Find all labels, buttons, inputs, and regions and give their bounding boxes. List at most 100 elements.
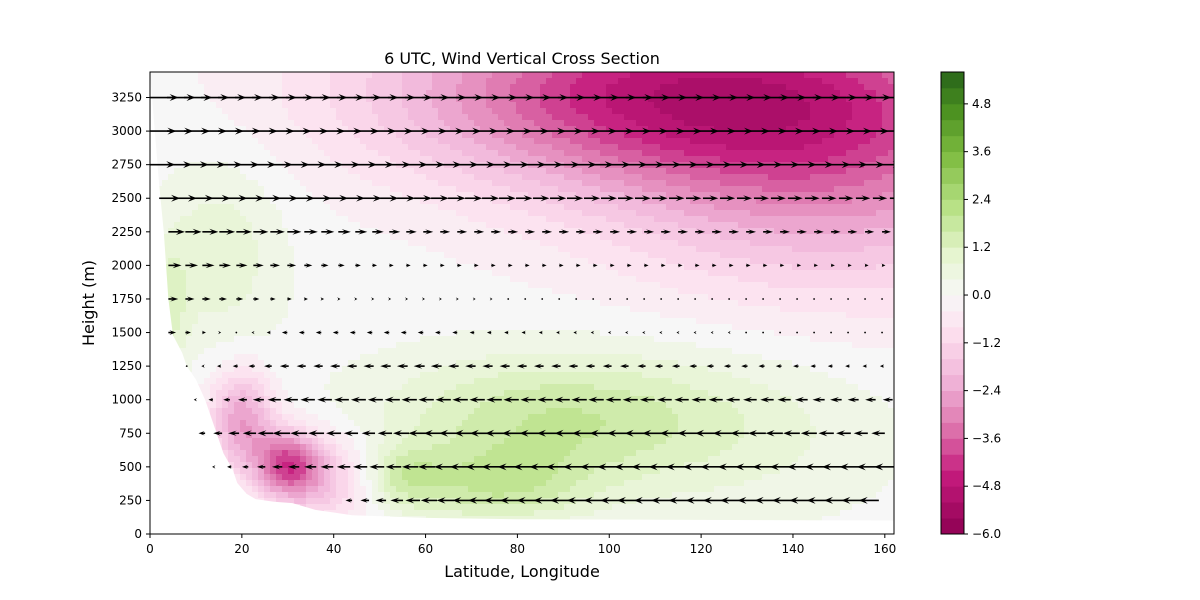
wind-arrow xyxy=(420,497,438,504)
wind-arrow xyxy=(236,296,244,302)
y-tick-label: 750 xyxy=(119,426,142,440)
wind-arrow xyxy=(777,396,791,403)
wind-arrow xyxy=(300,396,315,403)
wind-vectors xyxy=(150,94,894,504)
wind-arrow xyxy=(744,161,766,169)
wind-arrow xyxy=(783,430,800,437)
wind-arrow xyxy=(202,228,219,235)
wind-arrow xyxy=(253,228,269,235)
wind-arrow xyxy=(838,195,854,202)
wind-arrow xyxy=(678,229,689,235)
wind-arrow xyxy=(486,330,492,335)
wind-arrow xyxy=(317,396,332,403)
wind-arrow xyxy=(575,263,581,268)
colorbar-segment xyxy=(941,135,964,153)
wind-arrow xyxy=(320,297,325,301)
wind-arrow xyxy=(349,330,356,335)
wind-arrow xyxy=(279,363,289,369)
colorbar-segment xyxy=(941,295,964,312)
wind-arrow xyxy=(551,363,561,369)
wind-arrow xyxy=(436,497,455,504)
wind-arrow xyxy=(862,364,867,369)
wind-arrow xyxy=(706,363,714,369)
wind-arrow xyxy=(592,298,595,300)
wind-arrow xyxy=(745,331,748,334)
wind-arrow xyxy=(185,296,195,302)
x-tick-label: 40 xyxy=(326,542,341,556)
wind-arrow xyxy=(725,396,740,403)
wind-arrow xyxy=(677,263,683,268)
wind-arrow xyxy=(779,331,782,334)
wind-arrow xyxy=(159,194,181,202)
wind-arrow xyxy=(855,195,871,202)
wind-arrow xyxy=(237,397,247,403)
wind-arrow xyxy=(694,263,700,268)
wind-arrow xyxy=(525,229,536,235)
wind-arrow xyxy=(198,431,206,436)
wind-arrow xyxy=(584,195,601,202)
wind-arrow xyxy=(620,363,629,369)
wind-arrow xyxy=(281,330,288,335)
wind-arrow xyxy=(568,363,578,369)
wind-arrow xyxy=(457,263,462,268)
y-axis: 0 250 500 750 1000 1250 1500 1750 2000 2250 2500 27… xyxy=(111,91,150,541)
wind-arrow xyxy=(193,397,198,402)
colorbar-segment xyxy=(941,215,964,232)
wind-arrow xyxy=(872,195,888,202)
wind-arrow xyxy=(338,263,345,268)
colorbar-segment xyxy=(941,438,964,455)
wind-arrow xyxy=(217,364,222,368)
wind-arrow xyxy=(193,194,214,202)
wind-arrow xyxy=(320,464,334,470)
colorbar-segment xyxy=(941,199,964,216)
wind-arrow xyxy=(863,161,885,169)
wind-arrow xyxy=(185,330,192,335)
wind-arrow xyxy=(571,396,587,403)
wind-arrow xyxy=(639,396,655,403)
wind-arrow xyxy=(710,161,732,169)
wind-arrow xyxy=(676,161,699,169)
wind-arrow xyxy=(881,331,883,334)
wind-arrow xyxy=(363,194,382,202)
colorbar-segment xyxy=(941,342,964,360)
wind-arrow xyxy=(554,396,570,403)
wind-arrow xyxy=(793,364,799,369)
wind-arrow xyxy=(218,330,222,335)
colorbar-tick-label: −3.6 xyxy=(972,431,1001,445)
wind-arrow xyxy=(745,263,751,268)
wind-arrow xyxy=(383,330,390,335)
wind-arrow xyxy=(537,396,553,403)
wind-arrow xyxy=(421,297,425,301)
wind-arrow xyxy=(556,330,560,335)
wind-arrow xyxy=(490,263,496,268)
colorbar-segment xyxy=(941,167,964,184)
wind-arrow xyxy=(396,363,408,369)
colorbar-segment xyxy=(941,470,964,487)
wind-arrow xyxy=(575,298,578,300)
wind-arrow xyxy=(256,464,266,470)
wind-arrow xyxy=(507,298,510,300)
wind-arrow xyxy=(326,430,342,437)
colorbar-fill xyxy=(941,72,964,535)
wind-arrow xyxy=(830,397,842,403)
wind-arrow xyxy=(440,229,451,235)
wind-arrow xyxy=(796,263,802,268)
wind-arrow xyxy=(689,363,697,369)
wind-arrow xyxy=(605,396,621,403)
wind-arrow xyxy=(343,430,359,437)
colorbar-frame xyxy=(940,71,965,535)
wind-arrow xyxy=(729,229,740,235)
wind-arrow xyxy=(770,195,786,202)
wind-arrow xyxy=(491,229,502,235)
wind-arrow xyxy=(507,263,513,268)
wind-arrow xyxy=(219,296,227,302)
wind-arrow xyxy=(397,194,416,202)
wind-arrow xyxy=(691,396,706,403)
plot-area xyxy=(149,71,895,535)
wind-arrow xyxy=(389,263,394,268)
wind-arrow xyxy=(168,330,177,335)
wind-arrow xyxy=(473,263,479,268)
wind-arrow xyxy=(346,363,357,369)
wind-arrow xyxy=(821,195,837,202)
wind-arrow xyxy=(423,263,428,268)
